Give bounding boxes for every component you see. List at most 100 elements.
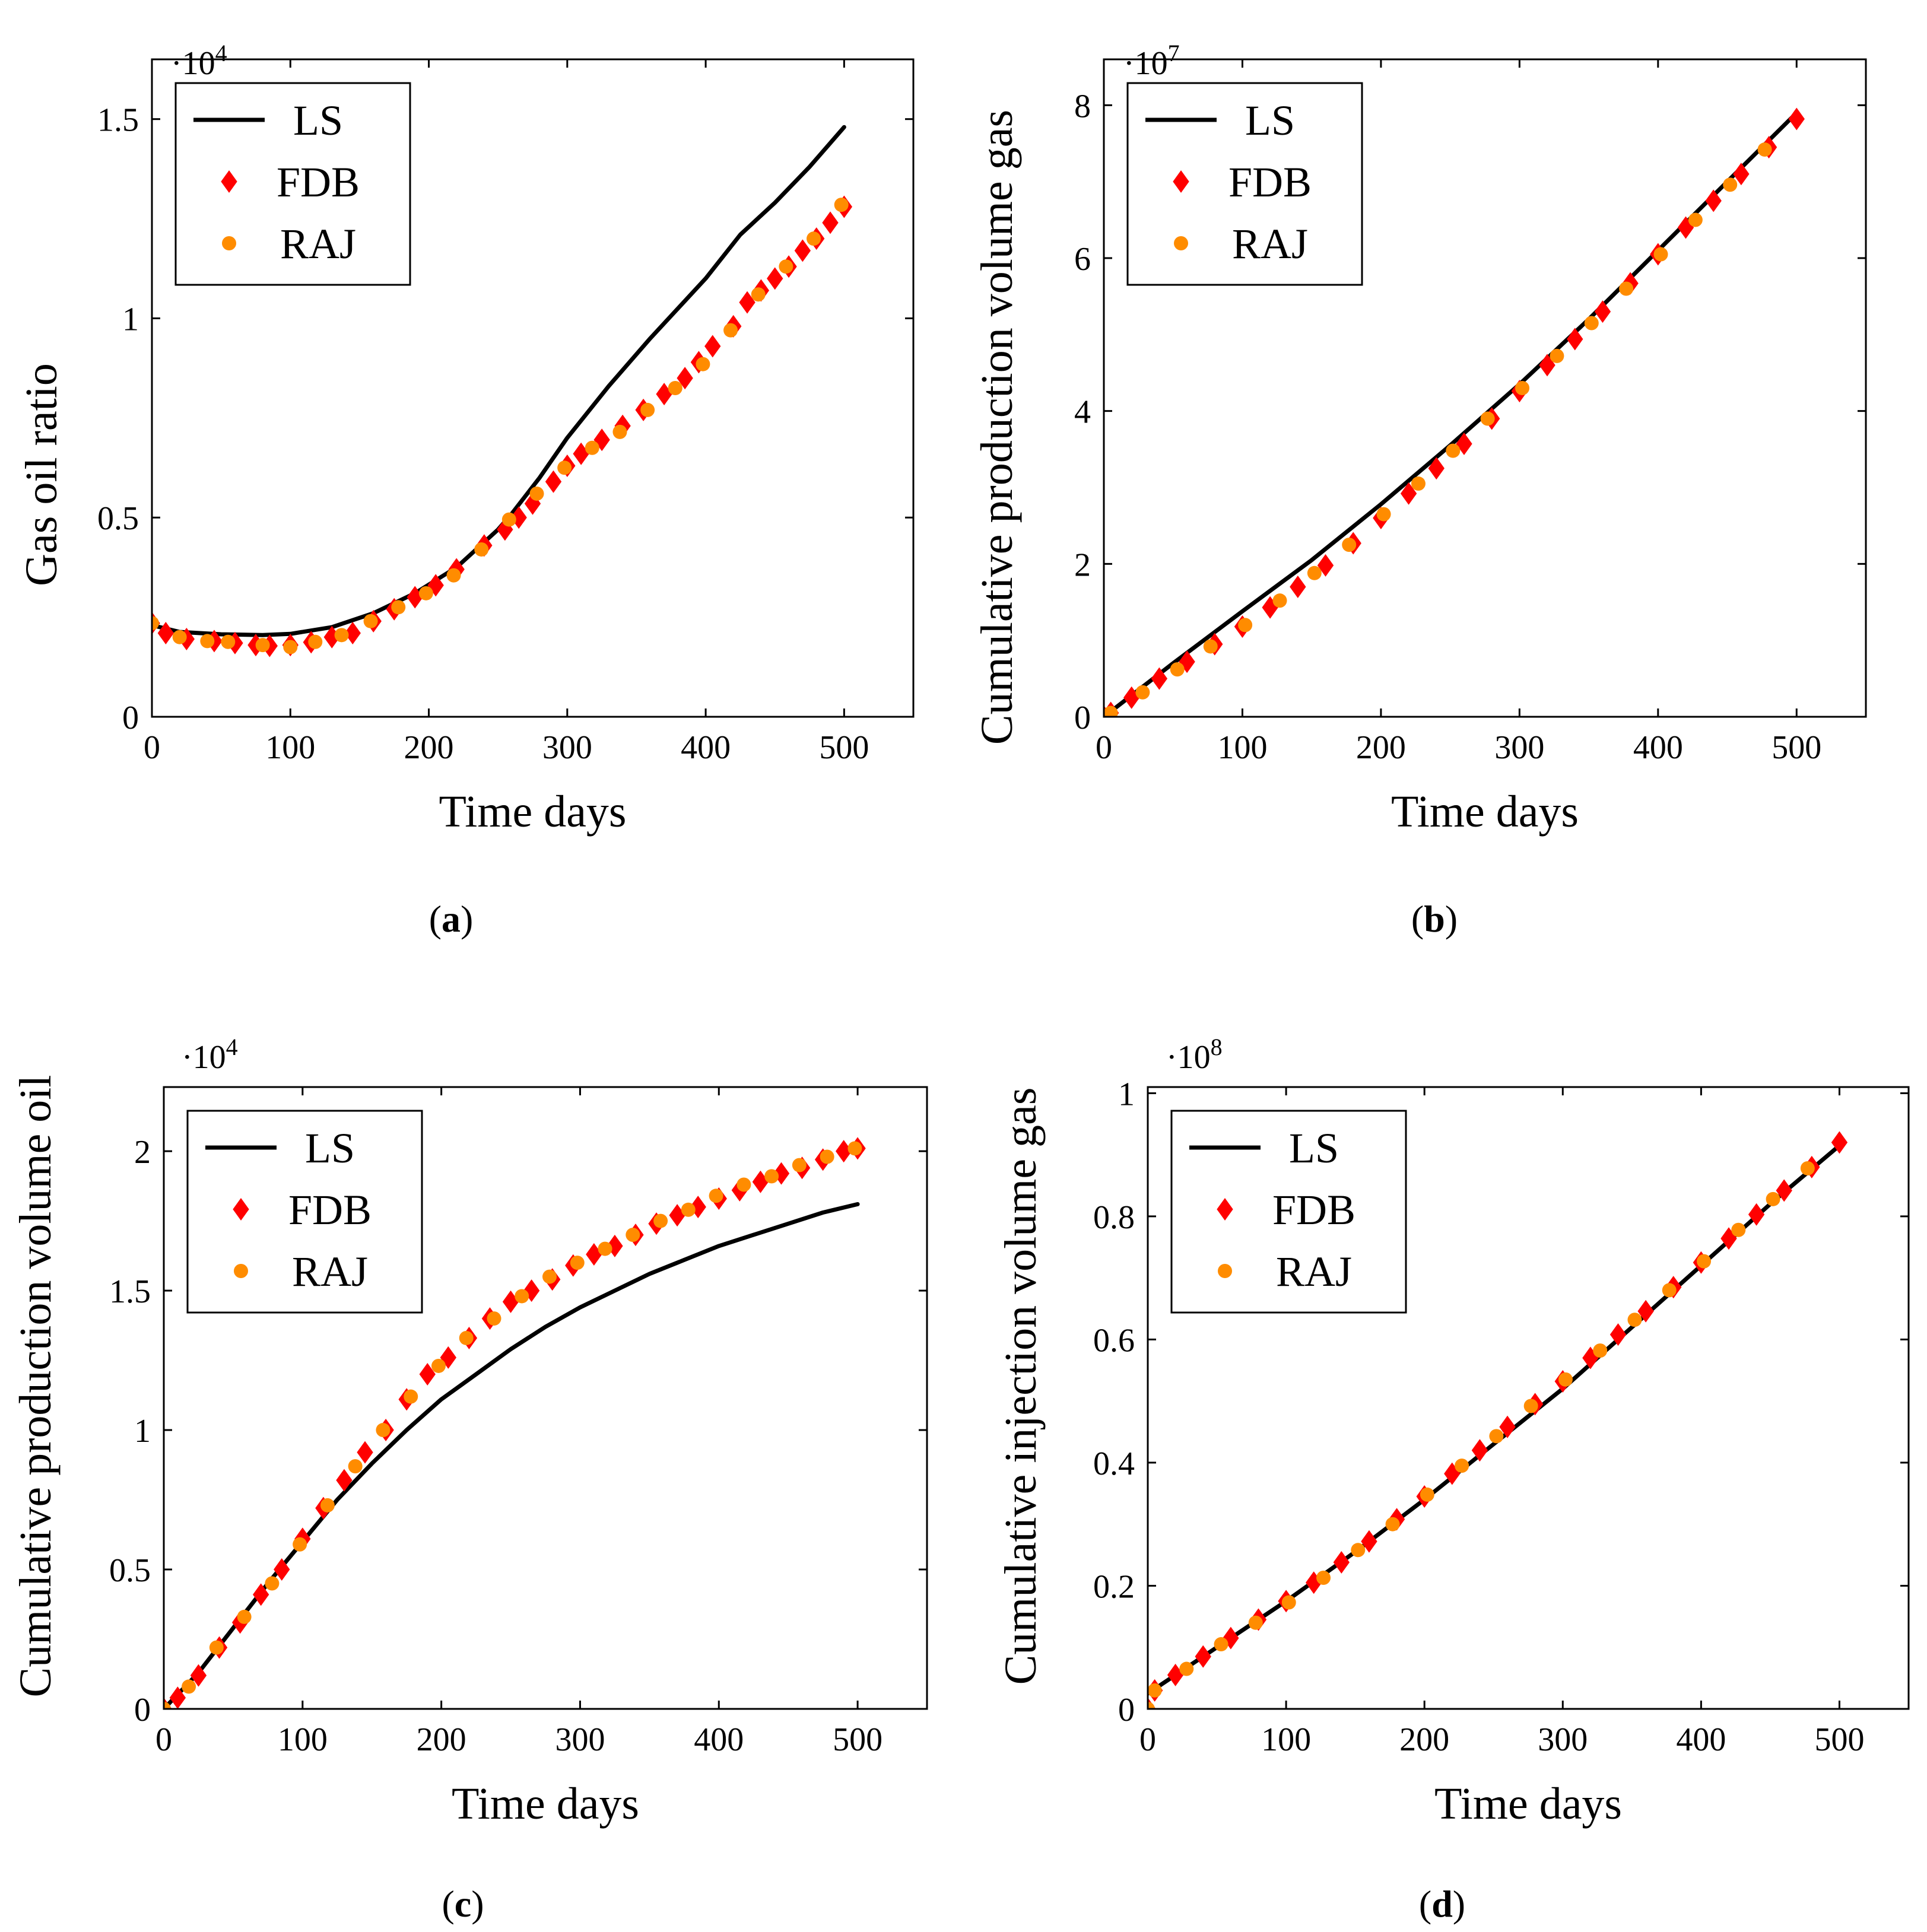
x-axis-label: Time days xyxy=(1391,787,1579,837)
fdb-point xyxy=(1151,667,1168,690)
fdb-point xyxy=(1290,575,1306,598)
y-tick-label: 8 xyxy=(1074,88,1091,125)
y-axis-label: Cumulative injection volume gas xyxy=(996,1088,1046,1685)
raj-point xyxy=(164,1702,171,1709)
fdb-point xyxy=(1444,1462,1461,1485)
fdb-point xyxy=(274,1558,290,1581)
raj-point xyxy=(736,1177,751,1192)
raj-point xyxy=(1148,1683,1162,1698)
legend-swatch-raj xyxy=(222,236,236,250)
x-axis-label: Time days xyxy=(1434,1779,1622,1829)
x-tick-label: 0 xyxy=(1096,729,1112,766)
caption-letter: b xyxy=(1424,898,1445,940)
y-tick-label: 0.6 xyxy=(1093,1322,1135,1359)
raj-point xyxy=(1558,1372,1573,1387)
y-tick-label: 1 xyxy=(1118,1076,1135,1113)
x-tick-label: 400 xyxy=(1633,729,1683,766)
x-tick-label: 500 xyxy=(1814,1721,1864,1758)
raj-point xyxy=(265,1576,280,1591)
fdb-point xyxy=(419,1363,436,1386)
raj-point xyxy=(681,1202,696,1217)
raj-point xyxy=(696,357,710,371)
raj-point xyxy=(1688,212,1703,227)
raj-point xyxy=(598,1241,612,1256)
raj-point xyxy=(334,628,349,643)
raj-point xyxy=(585,440,599,455)
raj-point xyxy=(1281,1595,1296,1610)
fdb-point xyxy=(252,1583,269,1606)
x-tick-label: 100 xyxy=(278,1721,328,1758)
y-tick-label: 0.4 xyxy=(1093,1445,1135,1482)
raj-point xyxy=(515,1289,529,1304)
fdb-point xyxy=(545,470,562,493)
legend-label-fdb: FDB xyxy=(1272,1186,1355,1234)
fdb-point xyxy=(1456,433,1472,456)
legend-box xyxy=(186,1110,423,1314)
raj-point xyxy=(418,586,433,600)
plot-area xyxy=(1148,1131,1848,1709)
axis-exponent: ·107 xyxy=(1123,40,1180,82)
chart-b: 0 100 200 300 400 500 0 2 4 6 8 ·107 Time days Cumula… xyxy=(972,40,1867,940)
raj-point xyxy=(1723,177,1738,192)
raj-point xyxy=(237,1609,252,1624)
legend-swatch-raj xyxy=(1174,236,1188,250)
raj-point xyxy=(459,1330,474,1345)
raj-point xyxy=(474,542,489,557)
raj-point xyxy=(1411,476,1426,491)
fdb-point xyxy=(1582,1346,1599,1369)
fdb-point xyxy=(794,239,811,262)
fdb-point xyxy=(1167,1663,1184,1686)
legend-box xyxy=(1126,82,1363,286)
x-tick-label: 200 xyxy=(1399,1721,1449,1758)
raj-point xyxy=(792,1158,807,1172)
raj-point xyxy=(1480,411,1495,426)
y-axis-label: Cumulative production volume oil xyxy=(11,1075,61,1697)
exponent-base: ·10 xyxy=(171,45,215,82)
x-tick-label: 500 xyxy=(1772,729,1821,766)
raj-point xyxy=(172,630,187,644)
legend: LS FDB RAJ xyxy=(1170,1110,1407,1314)
fdb-point xyxy=(1317,554,1334,577)
raj-point xyxy=(293,1537,307,1552)
exponent-power: 4 xyxy=(215,40,227,66)
raj-point xyxy=(1248,1615,1263,1630)
exponent-power: 8 xyxy=(1211,1034,1223,1060)
fdb-point xyxy=(1499,1415,1516,1438)
x-axis-label: Time days xyxy=(452,1779,639,1829)
fdb-point xyxy=(1733,163,1750,186)
raj-point xyxy=(1135,685,1150,700)
fdb-point xyxy=(767,267,783,290)
raj-point xyxy=(640,402,655,417)
fdb-point xyxy=(704,335,721,358)
raj-point xyxy=(779,259,793,274)
x-tick-label: 400 xyxy=(694,1721,744,1758)
x-tick-label: 200 xyxy=(417,1721,466,1758)
legend-label-fdb: FDB xyxy=(277,158,360,206)
y-tick-label: 1.5 xyxy=(97,102,139,139)
x-tick-label: 200 xyxy=(404,729,454,766)
raj-point xyxy=(1593,1343,1608,1358)
fdb-point xyxy=(1831,1131,1848,1154)
y-tick-label: 0 xyxy=(1074,700,1091,736)
y-tick-label: 4 xyxy=(1074,394,1091,431)
caption-letter: a xyxy=(442,898,461,940)
fdb-point xyxy=(1705,189,1722,212)
raj-point xyxy=(1550,348,1564,363)
legend: LS FDB RAJ xyxy=(186,1110,423,1314)
raj-point xyxy=(668,381,682,395)
axis-exponent: ·104 xyxy=(182,1034,238,1076)
raj-point xyxy=(1351,1543,1366,1558)
fdb-point xyxy=(502,1290,519,1313)
raj-point xyxy=(807,231,821,246)
y-tick-label: 1 xyxy=(134,1413,151,1450)
x-tick-label: 100 xyxy=(265,729,315,766)
raj-point xyxy=(723,323,738,338)
raj-point xyxy=(653,1213,668,1228)
legend-swatch-fdb xyxy=(1173,170,1189,193)
subfigure-caption: (c) xyxy=(442,1883,484,1925)
raj-point xyxy=(1342,538,1357,552)
raj-point xyxy=(709,1189,723,1203)
fdb-point xyxy=(586,1243,602,1266)
raj-point xyxy=(283,640,298,654)
raj-point xyxy=(1203,639,1218,654)
